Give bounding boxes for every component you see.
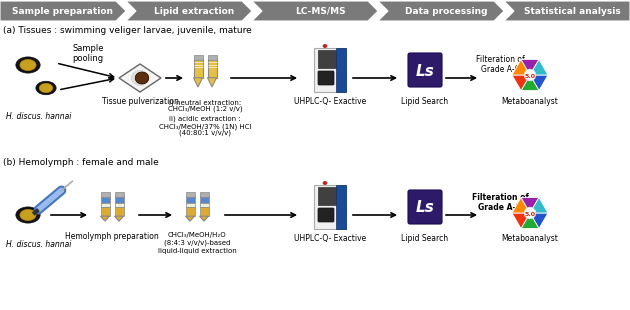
Bar bbox=[200, 203, 209, 207]
Ellipse shape bbox=[323, 181, 327, 184]
Text: Filteration of
Grade A-C: Filteration of Grade A-C bbox=[472, 193, 529, 212]
Bar bbox=[318, 50, 336, 68]
Polygon shape bbox=[521, 60, 539, 75]
Text: 5.0: 5.0 bbox=[525, 73, 536, 78]
Ellipse shape bbox=[135, 72, 149, 84]
Bar bbox=[336, 185, 346, 229]
Polygon shape bbox=[530, 75, 548, 91]
Polygon shape bbox=[101, 216, 110, 221]
Text: (8:4:3 v/v/v)-based: (8:4:3 v/v/v)-based bbox=[164, 240, 230, 246]
Ellipse shape bbox=[16, 207, 40, 223]
Ellipse shape bbox=[20, 210, 36, 221]
Text: Hemolymph preparation: Hemolymph preparation bbox=[65, 232, 159, 241]
Text: Filteration of
Grade A-C: Filteration of Grade A-C bbox=[476, 55, 524, 74]
Text: Lipid extraction: Lipid extraction bbox=[154, 7, 234, 16]
Text: CHCl₃/MeOH (1:2 v/v): CHCl₃/MeOH (1:2 v/v) bbox=[168, 106, 243, 113]
Text: (b) Hemolymph : female and male: (b) Hemolymph : female and male bbox=[3, 158, 159, 167]
Bar bbox=[115, 196, 123, 203]
Text: UHPLC-Q- Exactive: UHPLC-Q- Exactive bbox=[294, 234, 366, 243]
Text: ii) acidic extraction :: ii) acidic extraction : bbox=[169, 116, 241, 122]
Bar bbox=[185, 196, 195, 203]
Bar bbox=[193, 55, 202, 60]
Ellipse shape bbox=[36, 81, 56, 95]
Bar bbox=[200, 196, 209, 203]
Bar bbox=[115, 192, 123, 197]
Polygon shape bbox=[521, 213, 539, 228]
Bar bbox=[101, 203, 110, 207]
Bar bbox=[101, 207, 110, 216]
Bar bbox=[193, 59, 202, 78]
Text: Ls: Ls bbox=[416, 64, 435, 78]
FancyBboxPatch shape bbox=[318, 71, 334, 85]
Polygon shape bbox=[530, 197, 548, 213]
Polygon shape bbox=[119, 64, 161, 92]
Text: (40:80:1 v/v/v): (40:80:1 v/v/v) bbox=[179, 130, 231, 136]
Text: Tissue pulverization: Tissue pulverization bbox=[101, 97, 178, 106]
Text: Sample
pooling: Sample pooling bbox=[72, 44, 104, 64]
Text: H. discus. hannai: H. discus. hannai bbox=[6, 112, 71, 121]
Text: Data processing: Data processing bbox=[404, 7, 487, 16]
Text: LC-MS/MS: LC-MS/MS bbox=[295, 7, 345, 16]
Bar bbox=[185, 207, 195, 216]
Text: UHPLC-Q- Exactive: UHPLC-Q- Exactive bbox=[294, 97, 366, 106]
Ellipse shape bbox=[135, 72, 149, 84]
Polygon shape bbox=[512, 75, 530, 91]
Polygon shape bbox=[521, 197, 539, 213]
Bar bbox=[314, 185, 346, 229]
Polygon shape bbox=[193, 78, 202, 87]
Text: Sample preparation: Sample preparation bbox=[13, 7, 113, 16]
Text: liquid-liquid extraction: liquid-liquid extraction bbox=[158, 248, 236, 254]
Bar bbox=[336, 48, 346, 92]
FancyBboxPatch shape bbox=[318, 208, 334, 222]
Text: Ls: Ls bbox=[416, 201, 435, 215]
Polygon shape bbox=[512, 213, 530, 228]
FancyBboxPatch shape bbox=[408, 53, 442, 87]
Text: Lipid Search: Lipid Search bbox=[401, 234, 449, 243]
Text: CHCl₃/MeOH/37% (1N) HCl: CHCl₃/MeOH/37% (1N) HCl bbox=[159, 123, 251, 130]
Polygon shape bbox=[115, 216, 123, 221]
Polygon shape bbox=[252, 1, 378, 21]
Ellipse shape bbox=[16, 57, 40, 73]
Text: H. discus. hannai: H. discus. hannai bbox=[6, 240, 71, 249]
Ellipse shape bbox=[524, 207, 536, 219]
Ellipse shape bbox=[20, 60, 36, 71]
Ellipse shape bbox=[323, 45, 327, 47]
Bar bbox=[185, 192, 195, 197]
Polygon shape bbox=[185, 216, 195, 221]
Text: Metaboanalyst: Metaboanalyst bbox=[501, 97, 558, 106]
Text: Statistical analysis: Statistical analysis bbox=[524, 7, 621, 16]
Polygon shape bbox=[530, 213, 548, 228]
Bar bbox=[314, 48, 346, 92]
Bar bbox=[101, 196, 110, 203]
Bar bbox=[200, 207, 209, 216]
Polygon shape bbox=[512, 60, 530, 75]
Polygon shape bbox=[530, 60, 548, 75]
Polygon shape bbox=[200, 216, 209, 221]
Text: Metaboanalyst: Metaboanalyst bbox=[501, 234, 558, 243]
Ellipse shape bbox=[524, 69, 536, 81]
Bar bbox=[207, 59, 217, 78]
Bar bbox=[207, 55, 217, 60]
Bar bbox=[318, 187, 336, 205]
Bar bbox=[101, 192, 110, 197]
Polygon shape bbox=[126, 1, 252, 21]
Bar bbox=[200, 192, 209, 197]
Bar bbox=[115, 203, 123, 207]
Bar bbox=[115, 207, 123, 216]
Polygon shape bbox=[504, 1, 630, 21]
FancyBboxPatch shape bbox=[408, 190, 442, 224]
Polygon shape bbox=[207, 78, 217, 87]
Polygon shape bbox=[512, 197, 530, 213]
Text: Lipid Search: Lipid Search bbox=[401, 97, 449, 106]
Polygon shape bbox=[521, 75, 539, 91]
Text: 5.0: 5.0 bbox=[525, 211, 536, 216]
Ellipse shape bbox=[39, 83, 53, 93]
Text: i) neutral extraction:: i) neutral extraction: bbox=[169, 99, 241, 105]
Ellipse shape bbox=[131, 70, 149, 86]
Bar bbox=[185, 203, 195, 207]
Text: (a) Tissues : swimming veliger larvae, juvenile, mature: (a) Tissues : swimming veliger larvae, j… bbox=[3, 26, 252, 35]
Text: CHCl₃/MeOH/H₂O: CHCl₃/MeOH/H₂O bbox=[168, 232, 226, 238]
Polygon shape bbox=[378, 1, 504, 21]
Polygon shape bbox=[0, 1, 126, 21]
